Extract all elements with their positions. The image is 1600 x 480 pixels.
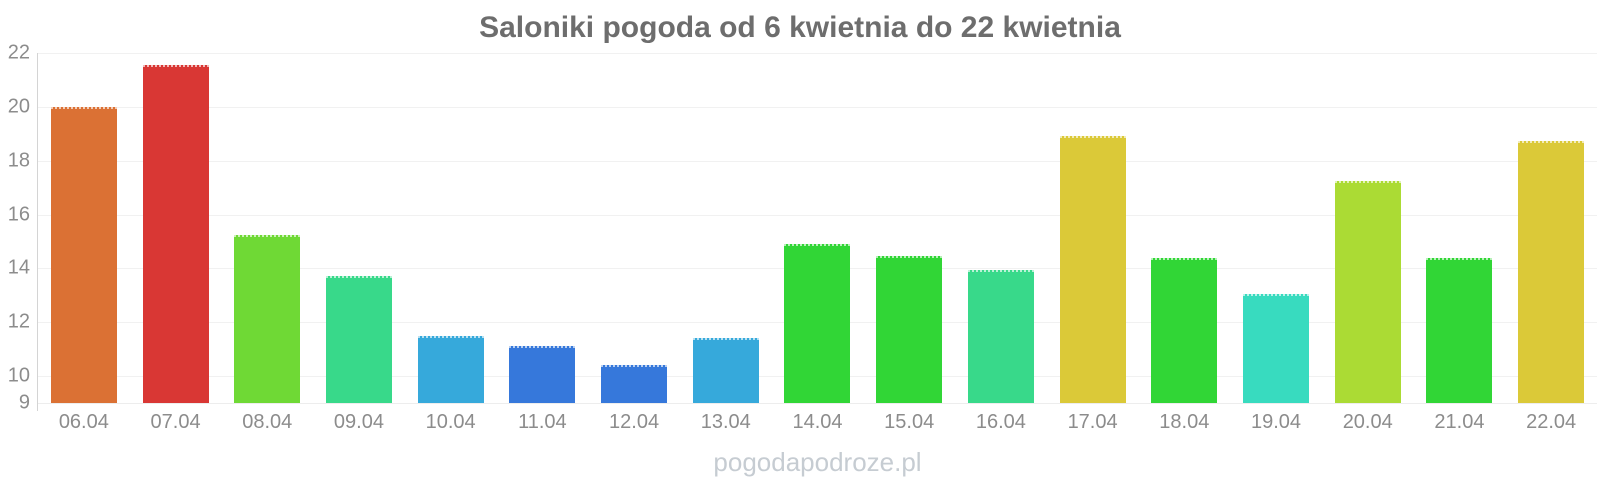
bar-08.04 [234, 234, 301, 403]
y-tick-label-12: 12 [7, 310, 30, 333]
y-axis-line [37, 53, 38, 411]
bar-slot-17.04 [1047, 53, 1139, 403]
bar-06.04 [50, 106, 117, 403]
x-axis-tick-labels: 06.04 07.04 08.04 09.04 10.04 11.04 12.04 13.04… [38, 411, 1597, 437]
x-tick-label-17.04: 17.04 [1067, 411, 1118, 433]
y-tick-label-16: 16 [7, 203, 30, 226]
bar-slot-10.04 [405, 53, 497, 403]
bar-11.04 [509, 346, 576, 403]
gridline-16 [38, 214, 1597, 216]
bar-07.04 [142, 65, 209, 403]
x-tick-label-11.04: 11.04 [518, 411, 567, 433]
bar-12.04 [601, 365, 668, 403]
x-tick-label-13.04: 13.04 [700, 411, 751, 433]
bar-slot-19.04 [1230, 53, 1322, 403]
bar-19.04 [1243, 293, 1310, 403]
bar-18.04 [1151, 257, 1218, 403]
x-tick-label-15.04: 15.04 [884, 411, 935, 433]
y-tick-label-14: 14 [7, 256, 30, 279]
x-tick-label-16.04: 16.04 [975, 411, 1026, 433]
bar-slot-18.04 [1138, 53, 1230, 403]
bar-15.04 [876, 256, 943, 403]
y-tick-label-22: 22 [7, 41, 30, 64]
x-tick-label-10.04: 10.04 [425, 411, 476, 433]
x-tick-label-22.04: 22.04 [1526, 411, 1577, 433]
y-tick-label-9: 9 [18, 391, 30, 414]
bar-21.04 [1426, 257, 1493, 403]
bar-slot-20.04 [1322, 53, 1414, 403]
watermark: pogodapodroze.pl [713, 447, 922, 477]
x-tick-label-09.04: 09.04 [333, 411, 384, 433]
x-tick-label-12.04: 12.04 [609, 411, 660, 433]
bar-slot-09.04 [313, 53, 405, 403]
y-axis-tick-labels: 9 10 12 14 16 18 20 22 [0, 42, 30, 414]
x-tick-label-20.04: 20.04 [1342, 411, 1393, 433]
bar-10.04 [417, 335, 484, 403]
bar-22.04 [1518, 140, 1585, 403]
gridline-18 [38, 160, 1597, 162]
x-tick-label-21.04: 21.04 [1434, 411, 1485, 433]
bar-slot-21.04 [1414, 53, 1506, 403]
bar-17.04 [1059, 136, 1126, 403]
y-tick-label-18: 18 [7, 149, 30, 172]
bar-slot-22.04 [1505, 53, 1597, 403]
bar-slot-14.04 [772, 53, 864, 403]
bar-14.04 [784, 244, 851, 403]
bar-20.04 [1334, 180, 1401, 403]
x-tick-label-06.04: 06.04 [58, 411, 109, 433]
plot-area [38, 53, 1597, 404]
gridline-20 [38, 106, 1597, 108]
bar-16.04 [967, 269, 1034, 403]
y-tick-label-10: 10 [7, 364, 30, 387]
x-tick-label-19.04: 19.04 [1250, 411, 1302, 433]
bar-slot-11.04 [497, 53, 589, 403]
bar-09.04 [325, 276, 392, 403]
gridline-22 [38, 53, 1597, 54]
x-tick-label-07.04: 07.04 [150, 411, 201, 433]
bar-slot-13.04 [680, 53, 772, 403]
bar-slot-07.04 [130, 53, 222, 403]
bar-slot-15.04 [863, 53, 955, 403]
chart-title: Saloniki pogoda od 6 kwietnia do 22 kwie… [479, 11, 1121, 44]
bar-slot-16.04 [955, 53, 1047, 403]
y-tick-label-20: 20 [7, 95, 30, 118]
bar-slot-12.04 [588, 53, 680, 403]
bar-slot-08.04 [221, 53, 313, 403]
x-tick-label-18.04: 18.04 [1159, 411, 1210, 433]
bar-slot-06.04 [38, 53, 130, 403]
x-tick-label-08.04: 08.04 [242, 411, 293, 433]
bar-13.04 [692, 338, 759, 403]
x-tick-label-14.04: 14.04 [792, 411, 843, 433]
